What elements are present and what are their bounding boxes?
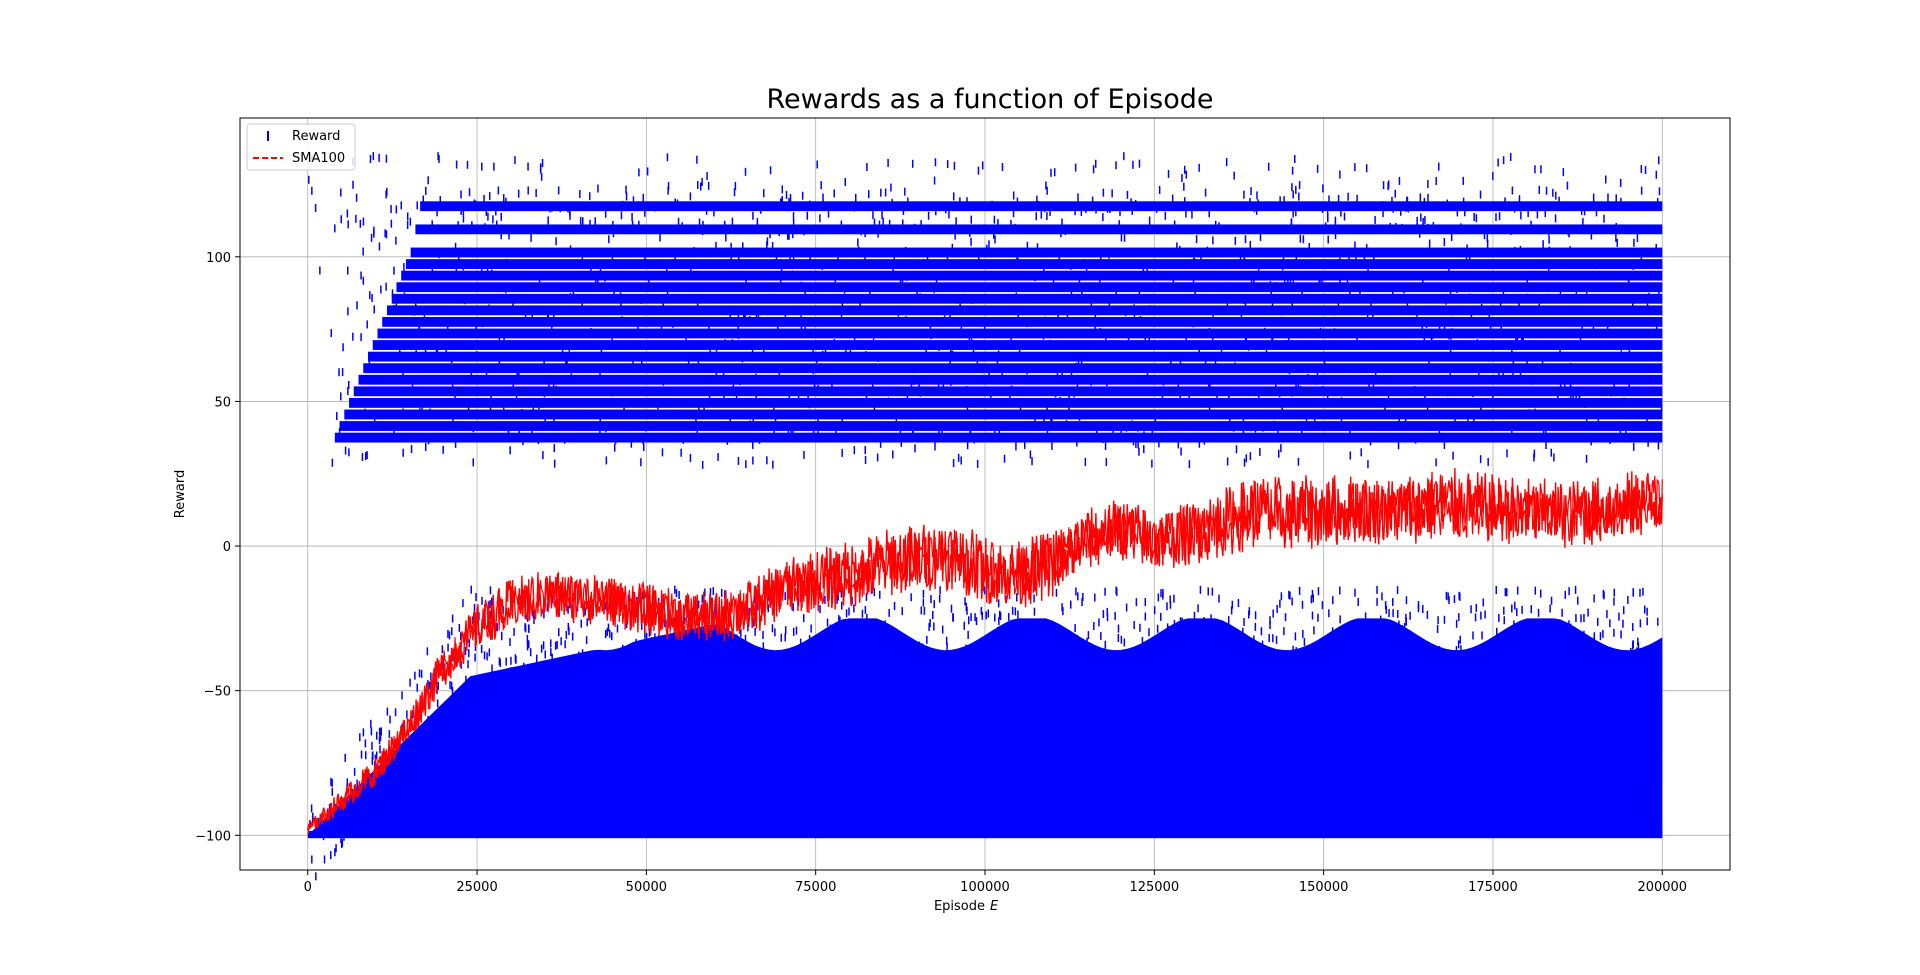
x-tick-label: 0 bbox=[304, 880, 312, 895]
reward-band bbox=[349, 397, 1663, 408]
x-tick-label: 100000 bbox=[960, 880, 1010, 895]
reward-band bbox=[382, 316, 1663, 327]
reward-band bbox=[353, 386, 1663, 397]
reward-band bbox=[334, 432, 1663, 443]
x-axis-label: Episode bbox=[934, 899, 985, 914]
chart-title: Rewards as a function of Episode bbox=[766, 84, 1213, 115]
reward-band bbox=[363, 363, 1663, 374]
reward-floor bbox=[307, 830, 1663, 839]
legend: Reward SMA100 bbox=[246, 123, 356, 171]
x-tick-label: 75000 bbox=[795, 880, 836, 895]
y-tick-label: 100 bbox=[206, 251, 231, 266]
y-tick-label: 0 bbox=[223, 540, 231, 555]
reward-band bbox=[339, 421, 1663, 431]
reward-band bbox=[358, 374, 1663, 385]
y-axis: −100 −50 0 50 100 bbox=[195, 251, 240, 844]
sma100-line bbox=[307, 467, 1663, 834]
y-tick-label: −100 bbox=[195, 829, 231, 844]
reward-band bbox=[344, 409, 1663, 420]
reward-band bbox=[368, 351, 1663, 362]
reward-band bbox=[420, 201, 1663, 212]
x-tick-label: 125000 bbox=[1129, 880, 1179, 895]
reward-band bbox=[386, 305, 1663, 316]
reward-scatter bbox=[307, 152, 1663, 881]
y-tick-label: 50 bbox=[214, 395, 231, 410]
x-tick-label: 50000 bbox=[626, 880, 667, 895]
reward-band bbox=[410, 247, 1663, 258]
reward-negative-mass bbox=[307, 618, 1663, 836]
reward-band bbox=[401, 270, 1663, 281]
x-tick-label: 150000 bbox=[1299, 880, 1349, 895]
reward-band bbox=[415, 224, 1663, 235]
sma100-path-dense bbox=[307, 475, 1663, 834]
reward-band bbox=[372, 340, 1663, 350]
x-tick-label: 25000 bbox=[456, 880, 497, 895]
reward-band bbox=[391, 293, 1663, 304]
legend-label-sma100: SMA100 bbox=[292, 151, 345, 166]
legend-label-reward: Reward bbox=[292, 129, 340, 144]
y-tick-label: −50 bbox=[204, 685, 231, 700]
reward-band bbox=[377, 328, 1663, 339]
y-axis-label: Reward bbox=[173, 470, 188, 518]
x-axis: 0 25000 50000 75000 100000 125000 150000 175000… bbox=[304, 870, 1687, 895]
reward-band bbox=[405, 259, 1663, 269]
reward-band bbox=[396, 282, 1663, 293]
x-tick-label: 175000 bbox=[1468, 880, 1518, 895]
x-axis-label-var: E bbox=[990, 899, 999, 914]
x-tick-label: 200000 bbox=[1637, 880, 1687, 895]
